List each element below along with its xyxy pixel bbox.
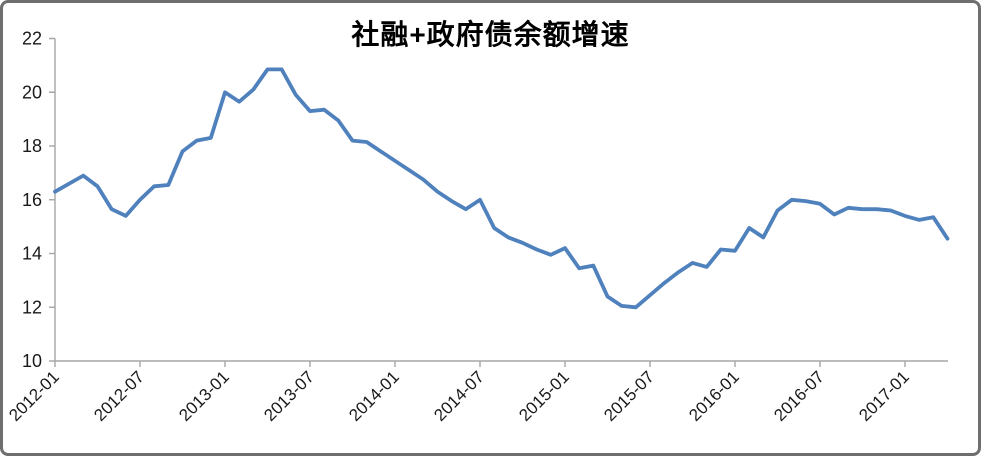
x-tick-label: 2013-01 — [175, 367, 233, 425]
y-tick-label: 12 — [22, 297, 42, 317]
x-tick-label: 2015-01 — [515, 367, 573, 425]
chart-title: 社融+政府债余额增速 — [351, 19, 630, 50]
x-tick-label: 2016-01 — [685, 367, 743, 425]
y-tick-label: 16 — [22, 190, 42, 210]
y-tick-label: 14 — [22, 244, 42, 264]
x-tick-label: 2017-01 — [855, 367, 913, 425]
x-tick-label: 2012-07 — [90, 367, 148, 425]
x-tick-label: 2012-01 — [5, 367, 63, 425]
x-tick-label: 2014-01 — [345, 367, 403, 425]
y-tick-label: 10 — [22, 351, 42, 371]
x-tick-label: 2016-07 — [770, 367, 828, 425]
y-tick-label: 22 — [22, 29, 42, 49]
chart-canvas: 10 12 14 16 18 20 22 2012-01 2012-07 2013-01 2013-… — [5, 29, 950, 425]
x-tick-label: 2014-07 — [430, 367, 488, 425]
y-tick-label: 20 — [22, 82, 42, 102]
y-tick-label: 18 — [22, 136, 42, 156]
data-line — [53, 67, 950, 310]
x-tick-label: 2013-07 — [260, 367, 318, 425]
x-tick-label: 2015-07 — [600, 367, 658, 425]
